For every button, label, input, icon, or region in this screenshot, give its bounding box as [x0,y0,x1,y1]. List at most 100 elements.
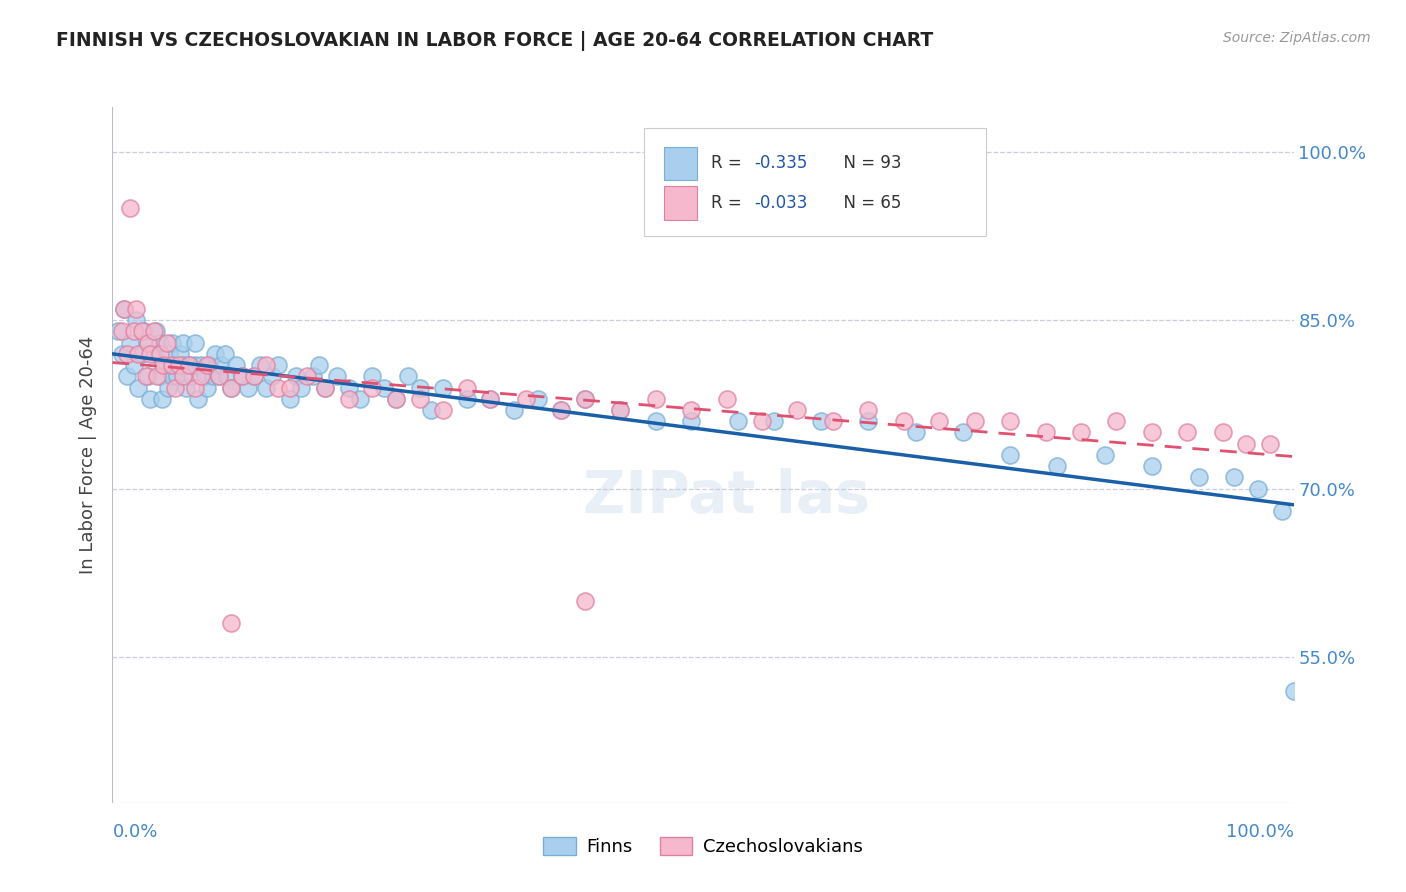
Point [1175,425,1198,440]
Text: -0.033: -0.033 [754,194,807,212]
Point [238,381,260,395]
Point [751,414,773,428]
Point [762,414,785,428]
Point [156,381,179,395]
Point [122,325,145,339]
Point [278,392,301,406]
Point [243,369,266,384]
Text: 0.0%: 0.0% [112,823,157,841]
Point [432,381,454,395]
Point [479,392,502,406]
Point [172,369,194,384]
Point [479,392,502,406]
Point [156,335,179,350]
Point [361,381,384,395]
Point [111,325,134,339]
Point [135,369,157,384]
Text: ZIPat las: ZIPat las [583,468,870,525]
Point [1140,425,1163,440]
Point [716,392,738,406]
Point [550,403,572,417]
Point [219,381,242,395]
Point [127,381,149,395]
Point [349,392,371,406]
Text: 100.0%: 100.0% [1226,823,1294,841]
Point [337,381,360,395]
Text: Source: ZipAtlas.com: Source: ZipAtlas.com [1223,31,1371,45]
Point [139,347,162,361]
Point [361,369,384,384]
Point [184,381,207,395]
Point [142,325,165,339]
Legend: Finns, Czechoslovakians: Finns, Czechoslovakians [536,830,870,863]
Y-axis label: In Labor Force | Age 20-64: In Labor Force | Age 20-64 [79,335,97,574]
Point [204,347,226,361]
Point [904,425,927,440]
Point [142,347,165,361]
Point [243,369,266,384]
Point [149,335,172,350]
Point [786,403,808,417]
Point [107,325,129,339]
Point [180,369,202,384]
Point [1140,459,1163,474]
Point [254,358,277,372]
Point [456,381,478,395]
Point [681,403,703,417]
Point [112,301,135,316]
Point [195,358,218,372]
Point [163,358,186,372]
Point [122,358,145,372]
Point [456,392,478,406]
Text: R =: R = [711,154,747,172]
Point [249,358,271,372]
Point [550,403,572,417]
Point [208,369,231,384]
Point [432,403,454,417]
Text: N = 93: N = 93 [832,154,901,172]
Point [136,369,159,384]
Point [111,347,134,361]
Point [928,414,950,428]
Point [893,414,915,428]
Point [131,347,153,361]
Point [112,301,135,316]
Point [167,358,190,372]
Point [267,381,290,395]
Point [1188,470,1211,484]
Point [326,369,349,384]
Point [1212,425,1234,440]
Point [308,358,330,372]
Point [998,414,1021,428]
Point [644,414,666,428]
Point [169,347,191,361]
Text: -0.335: -0.335 [754,154,807,172]
Point [125,301,148,316]
Point [503,403,526,417]
Point [1234,436,1257,450]
Point [225,358,247,372]
Point [190,358,212,372]
Point [184,335,207,350]
Point [186,392,208,406]
Point [385,392,408,406]
Point [858,403,880,417]
Point [408,381,430,395]
Point [120,201,142,215]
Point [160,369,183,384]
Point [198,358,221,372]
Point [1223,470,1246,484]
Point [179,358,201,372]
Point [284,369,307,384]
Point [963,414,986,428]
Point [231,369,253,384]
Point [190,369,212,384]
Point [208,369,231,384]
Point [998,448,1021,462]
Point [644,392,666,406]
Point [260,369,283,384]
Point [373,381,395,395]
Point [267,358,290,372]
Point [810,414,832,428]
Point [152,358,174,372]
